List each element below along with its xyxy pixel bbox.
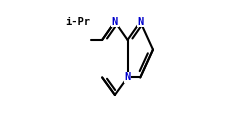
Text: N: N <box>124 72 131 82</box>
Text: i-Pr: i-Pr <box>65 17 90 27</box>
Text: N: N <box>137 17 143 27</box>
Text: N: N <box>112 17 118 27</box>
